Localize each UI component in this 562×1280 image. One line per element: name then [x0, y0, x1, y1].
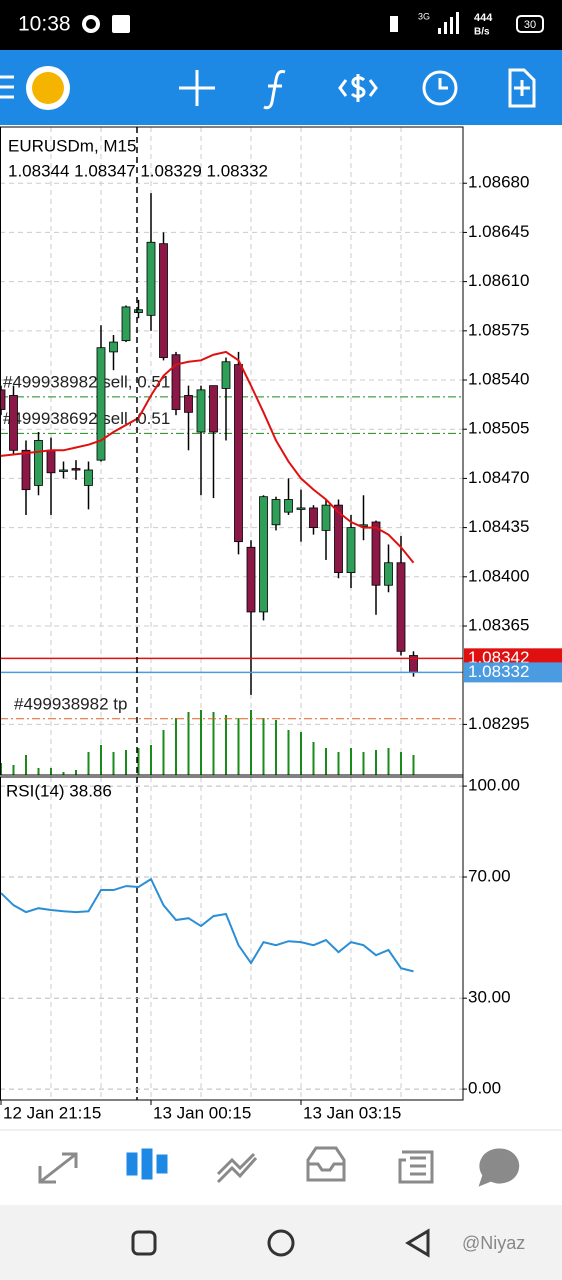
y-tick-label: 1.08295: [468, 714, 529, 733]
y-tick-label: 1.08540: [468, 369, 529, 388]
y-tick-label: 70.00: [468, 866, 511, 885]
toolbar-icons: [0, 66, 536, 110]
candle-body: [196, 389, 206, 433]
status-battery: 30: [524, 19, 536, 31]
home-button[interactable]: [267, 1229, 295, 1257]
system-nav-buttons: [131, 1228, 430, 1258]
x-tick-label: 13 Jan 03:15: [303, 1103, 401, 1122]
candle-body: [146, 241, 156, 316]
new-order-button[interactable]: [508, 68, 536, 108]
indicators-button[interactable]: [263, 70, 286, 110]
ask-label-box: [464, 662, 562, 683]
candle-body: [96, 347, 106, 461]
crosshair-button[interactable]: [179, 70, 215, 106]
y-tick-label: 1.08680: [468, 173, 529, 192]
order-label: #499938692 sell, 0.51: [3, 409, 170, 428]
candle-body: [59, 469, 68, 472]
x-tick-label: 13 Jan 00:15: [153, 1103, 251, 1122]
candle-body: [234, 364, 243, 543]
watermark: @Niyaz: [462, 1233, 525, 1253]
candle-body: [184, 395, 193, 413]
back-button[interactable]: [405, 1228, 430, 1258]
system-nav: [0, 1205, 562, 1280]
news-tab[interactable]: [398, 1150, 434, 1184]
candle-body: [9, 395, 18, 451]
timeframe-button[interactable]: [422, 70, 458, 106]
y-tick-label: 30.00: [468, 988, 511, 1007]
bottom-nav-icons: [38, 1146, 520, 1187]
menu-button[interactable]: [0, 75, 14, 99]
chart-area: [0, 125, 562, 1130]
status-time: 10:38: [18, 13, 71, 36]
y-tick-label: 1.08575: [468, 320, 529, 339]
y-tick-label: 1.08645: [468, 222, 529, 241]
candle-body: [159, 243, 168, 358]
trade-tab[interactable]: [216, 1152, 258, 1184]
candle-body: [346, 527, 356, 573]
y-tick-label: 1.08435: [468, 517, 529, 536]
status-speed-unit: B/s: [474, 27, 490, 38]
plot: 1.08680 1.08645 1.08610 1.08575 1.08540 1.085…: [0, 126, 562, 1122]
y-tick-label: 1.08610: [468, 271, 529, 290]
candle-body: [259, 496, 268, 613]
candle-body: [384, 562, 393, 586]
status-icons: [82, 12, 544, 34]
trade-button[interactable]: [338, 74, 378, 102]
ask-label: 1.08332: [468, 662, 529, 681]
chart-tab[interactable]: [126, 1148, 168, 1180]
chart-title: EURUSDm, M15: [8, 136, 136, 155]
history-tab[interactable]: [306, 1146, 346, 1182]
candle-body: [396, 562, 406, 652]
rsi-line: [0, 877, 414, 973]
order-label: #499938982 sell, 0.51: [3, 372, 170, 391]
candle-body: [71, 468, 81, 471]
y-tick-label: 0.00: [468, 1079, 501, 1098]
quotes-tab[interactable]: [38, 1152, 78, 1184]
messages-tab[interactable]: [478, 1148, 520, 1187]
candle-body: [371, 521, 381, 586]
bottom-nav: [0, 1130, 562, 1205]
rsi-title: RSI(14) 38.86: [6, 781, 112, 800]
candle-body: [271, 499, 281, 526]
bid-label: 1.08342: [468, 648, 529, 667]
candle-body: [34, 440, 43, 486]
candle-body: [246, 546, 256, 613]
status-bar: [0, 0, 562, 50]
y-tick-label: 1.08365: [468, 615, 529, 634]
y-tick-label: 100.00: [468, 776, 520, 795]
y-tick-label: 1.08400: [468, 566, 529, 585]
recents-button[interactable]: [131, 1230, 157, 1256]
candle-body: [284, 499, 293, 513]
candle-body: [309, 507, 318, 529]
candle-body: [171, 354, 181, 410]
status-speed: 444: [474, 12, 493, 24]
candle-body: [334, 504, 343, 573]
candle-body: [209, 385, 218, 433]
candle-body: [221, 361, 231, 389]
candle-body: [21, 449, 31, 491]
order-label: #499938982 tp: [14, 694, 127, 713]
moving-average: [0, 350, 415, 564]
x-tick-label: 12 Jan 21:15: [3, 1103, 101, 1122]
candle-body: [296, 507, 306, 510]
candle-body: [134, 309, 143, 313]
y-tick-label: 1.08505: [468, 419, 529, 438]
candle-body: [121, 306, 131, 342]
candle-body: [321, 504, 331, 531]
y-tick-label: 1.08470: [468, 468, 529, 487]
ohlc-readout: 1.08344 1.08347 1.08329 1.08332: [8, 161, 268, 180]
candle-body: [84, 469, 93, 486]
candle-body: [46, 449, 56, 474]
status-network: 3G: [418, 11, 430, 21]
candle-body: [109, 341, 118, 353]
